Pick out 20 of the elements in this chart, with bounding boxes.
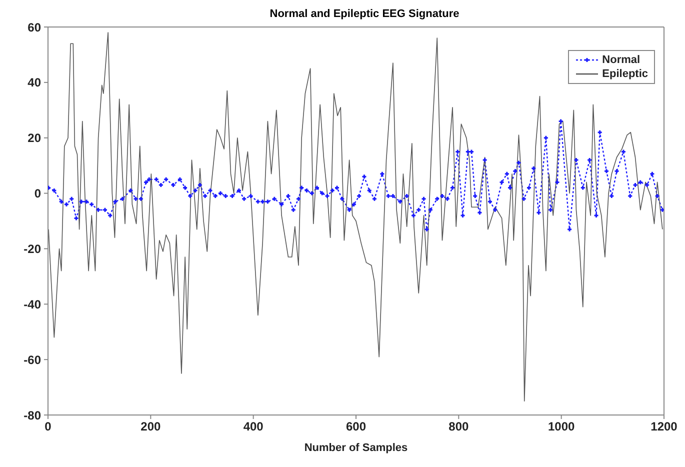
x-tick-label: 1000 xyxy=(548,420,576,434)
x-tick-label: 800 xyxy=(448,420,469,434)
y-tick-label: 40 xyxy=(28,76,42,90)
x-tick-label: 200 xyxy=(140,420,161,434)
x-tick-label: 0 xyxy=(44,420,52,434)
y-tick-label: -80 xyxy=(24,408,42,422)
x-axis-title: Number of Samples xyxy=(304,442,408,454)
y-tick-label: 0 xyxy=(34,186,42,201)
chart-title: Normal and Epileptic EEG Signature xyxy=(268,8,460,22)
y-tick-label: -40 xyxy=(24,297,42,312)
y-tick-label: -20 xyxy=(24,242,42,256)
x-tick-label: 400 xyxy=(243,420,264,434)
y-tick-label: 60 xyxy=(28,20,42,34)
legend-label: Normal xyxy=(602,53,640,67)
x-tick-label: 1200 xyxy=(650,420,678,434)
legend-label: Epileptic xyxy=(602,67,648,81)
line-series xyxy=(48,32,663,402)
y-tick-label: -60 xyxy=(24,352,42,367)
y-tick-label: 20 xyxy=(28,131,42,146)
x-tick-label: 600 xyxy=(346,420,366,434)
